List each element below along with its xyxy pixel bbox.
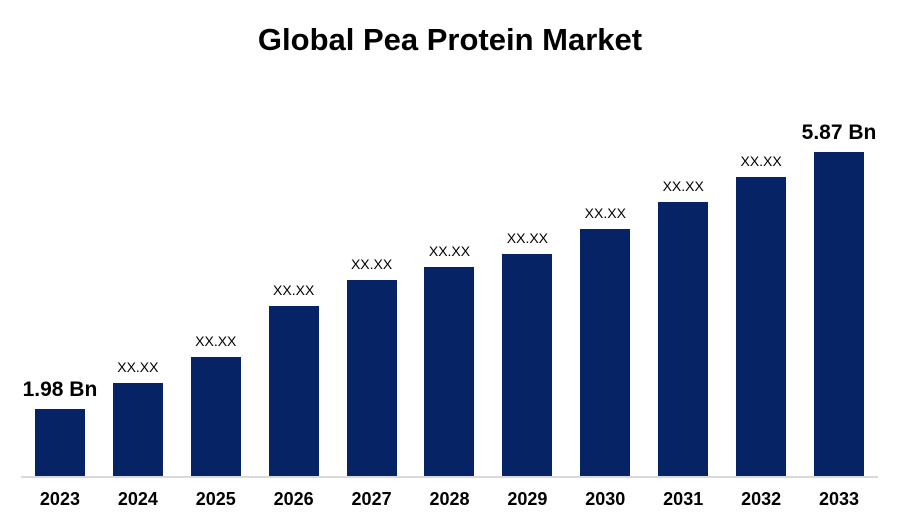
bar-2033 xyxy=(814,152,865,476)
bar-2025 xyxy=(190,357,241,476)
bar-2032 xyxy=(736,177,787,476)
bar-slot-2031: XX.XX xyxy=(644,177,722,476)
value-label-2032: XX.XX xyxy=(740,152,782,169)
bar-slot-2032: XX.XX xyxy=(722,152,800,476)
x-axis-labels: 2023 2024 2025 2026 2027 2028 2029 2030 2031 2032… xyxy=(21,489,878,510)
bar-slot-2033: 5.87 Bn xyxy=(800,121,878,476)
bar-slot-2027: XX.XX xyxy=(333,255,411,476)
bar-slot-2030: XX.XX xyxy=(566,204,644,476)
bar-2023 xyxy=(34,409,85,476)
bar-2031 xyxy=(658,202,709,476)
x-tick-2030: 2030 xyxy=(585,489,626,509)
bar-2030 xyxy=(580,229,631,476)
bar-slot-2028: XX.XX xyxy=(411,242,489,476)
bars-row: 1.98 Bn XX.XX XX.XX XX.XX XX.XX XX.XX XX.XX XX.… xyxy=(21,110,878,476)
bar-slot-2029: XX.XX xyxy=(488,229,566,476)
bar-2028 xyxy=(424,267,475,476)
plot-area: 1.98 Bn XX.XX XX.XX XX.XX XX.XX XX.XX XX.XX XX.… xyxy=(21,110,878,510)
x-tick-2026: 2026 xyxy=(273,489,314,509)
value-label-2024: XX.XX xyxy=(117,358,159,375)
value-label-2025: XX.XX xyxy=(195,332,237,349)
x-tick-2025: 2025 xyxy=(195,489,236,509)
value-label-2031: XX.XX xyxy=(662,177,704,194)
bar-slot-2026: XX.XX xyxy=(255,281,333,476)
x-tick-2029: 2029 xyxy=(507,489,548,509)
bar-slot-2025: XX.XX xyxy=(177,332,255,476)
x-tick-2028: 2028 xyxy=(429,489,470,509)
bar-slot-2023: 1.98 Bn xyxy=(21,378,99,476)
x-tick-2031: 2031 xyxy=(663,489,704,509)
value-label-2030: XX.XX xyxy=(584,204,626,221)
x-tick-2032: 2032 xyxy=(741,489,782,509)
x-tick-2024: 2024 xyxy=(117,489,158,509)
bar-slot-2024: XX.XX xyxy=(99,358,177,476)
bar-2029 xyxy=(502,254,553,476)
x-tick-2023: 2023 xyxy=(39,489,80,509)
value-label-2033: 5.87 Bn xyxy=(801,120,877,144)
bar-2026 xyxy=(268,306,319,476)
x-tick-2033: 2033 xyxy=(818,489,860,509)
chart-title: Global Pea Protein Market xyxy=(257,22,643,57)
value-label-2029: XX.XX xyxy=(506,229,549,246)
bar-2024 xyxy=(112,383,163,476)
x-axis-line xyxy=(21,476,878,478)
value-label-2023: 1.98 Bn xyxy=(22,377,98,401)
bar-2027 xyxy=(346,280,397,476)
value-label-2026: XX.XX xyxy=(273,281,315,298)
x-tick-2027: 2027 xyxy=(351,489,392,509)
value-label-2028: XX.XX xyxy=(428,242,471,259)
value-label-2027: XX.XX xyxy=(350,255,393,272)
